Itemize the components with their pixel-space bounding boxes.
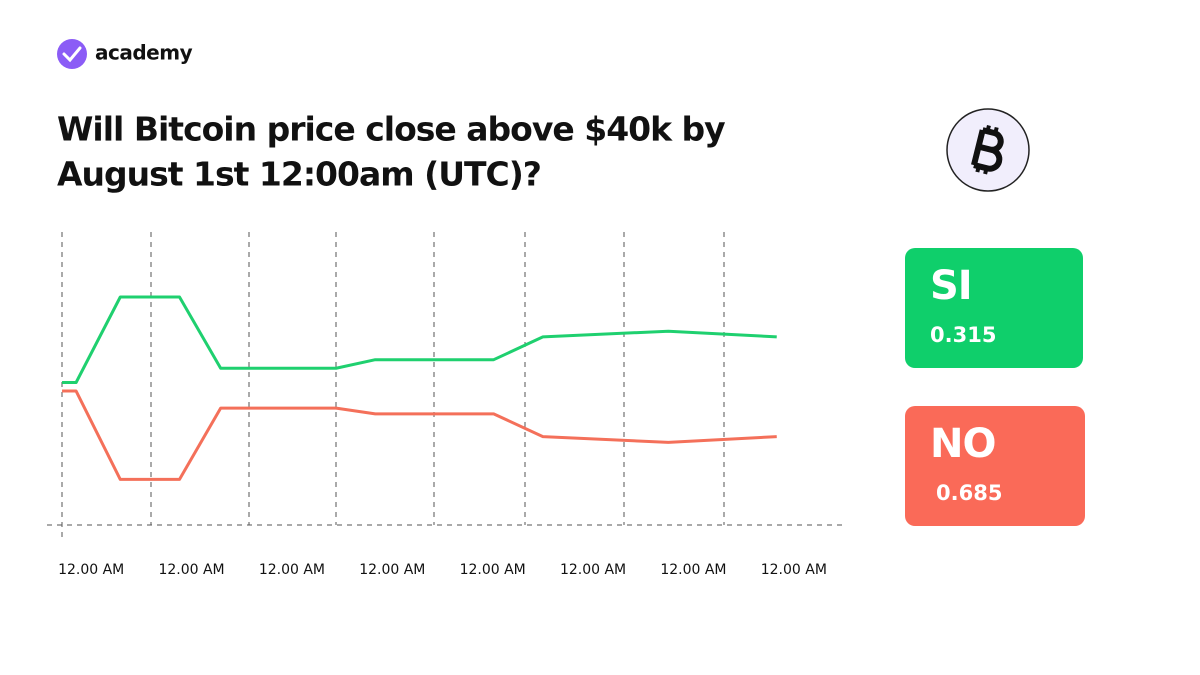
outcome-price: 0.315 — [930, 323, 996, 347]
x-tick-label: 12.00 AM — [660, 562, 726, 578]
outcome-card — [905, 248, 1083, 368]
x-tick-label: 12.00 AM — [460, 562, 526, 578]
cards: SI 0.315 NO 0.685 — [905, 248, 1085, 526]
title-line: Will Bitcoin price close above $40k by — [57, 110, 725, 149]
plot: 12.00 AM 12.00 AM 12.00 AM 12.00 AM 12.00 AM… — [47, 232, 843, 578]
x-tick-label: 12.00 AM — [158, 562, 224, 578]
outcome-price: 0.685 — [936, 481, 1002, 505]
logo-icon — [57, 39, 87, 69]
logo-check — [62, 46, 82, 63]
outcome-label: NO — [930, 421, 995, 467]
series-line — [62, 295, 777, 384]
outcome-label: SI — [930, 263, 972, 309]
brand: academy — [95, 41, 193, 65]
x-tick-label: 12.00 AM — [560, 562, 626, 578]
title-line: August 1st 12:00am (UTC)? — [57, 155, 541, 194]
x-tick-label: 12.00 AM — [761, 562, 827, 578]
series-line — [62, 389, 777, 481]
x-tick-label: 12.00 AM — [58, 562, 124, 578]
bitcoin-icon — [946, 108, 1030, 192]
x-tick-label: 12.00 AM — [259, 562, 325, 578]
outcome-card — [905, 406, 1085, 526]
x-tick-label: 12.00 AM — [359, 562, 425, 578]
